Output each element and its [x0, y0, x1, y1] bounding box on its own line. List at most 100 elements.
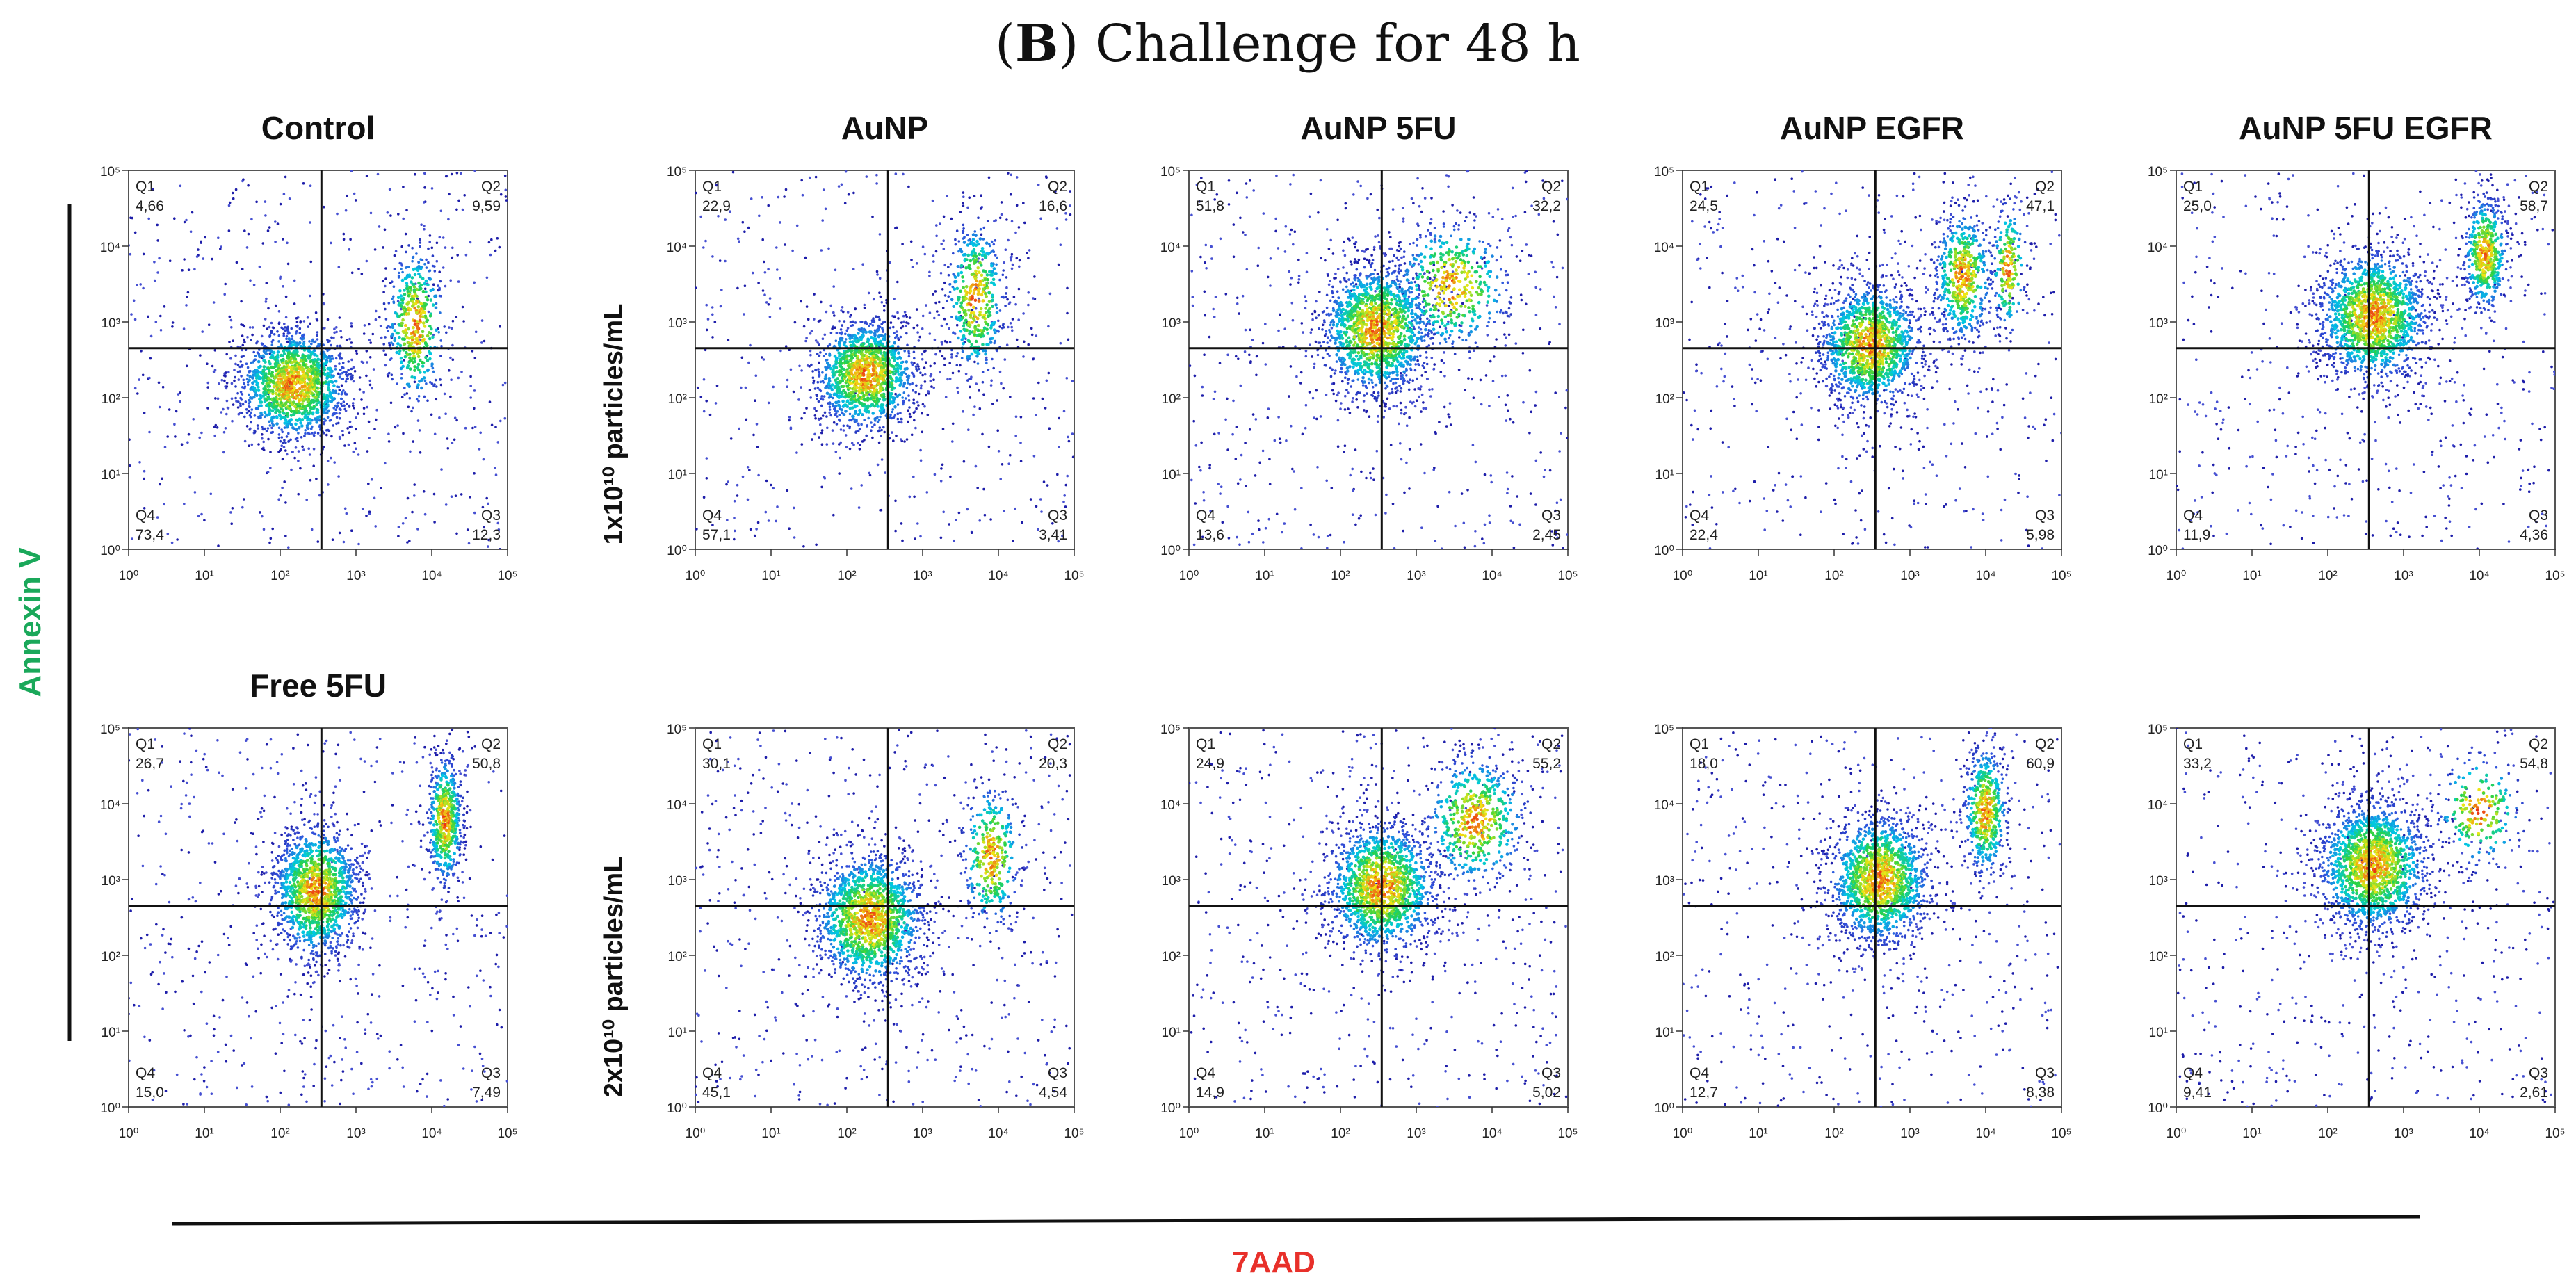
- event-point: [483, 339, 486, 343]
- event-point: [779, 277, 781, 280]
- event-point: [809, 349, 812, 353]
- event-point: [409, 286, 412, 289]
- event-point: [1015, 176, 1019, 179]
- event-point: [905, 321, 908, 324]
- event-point: [240, 375, 243, 378]
- event-point: [809, 353, 812, 357]
- event-point: [300, 424, 304, 428]
- event-point: [138, 378, 140, 381]
- event-point: [213, 426, 216, 428]
- event-point: [987, 369, 990, 371]
- event-point: [981, 316, 985, 319]
- event-point: [884, 414, 887, 417]
- event-point: [982, 284, 986, 287]
- event-point: [348, 426, 352, 428]
- event-point: [909, 382, 912, 386]
- event-point: [939, 371, 941, 374]
- event-point: [973, 325, 977, 329]
- event-point: [247, 184, 250, 187]
- event-point: [350, 170, 353, 172]
- event-point: [740, 386, 743, 389]
- event-point: [402, 296, 405, 300]
- event-point: [325, 429, 328, 432]
- event-point: [259, 404, 263, 407]
- event-point: [990, 379, 993, 382]
- event-point: [964, 285, 969, 289]
- event-point: [895, 434, 898, 437]
- event-point: [920, 384, 923, 387]
- event-point: [1539, 327, 1542, 330]
- event-point: [1471, 444, 1475, 446]
- event-point: [387, 330, 390, 332]
- event-point: [978, 310, 982, 314]
- event-point: [469, 396, 472, 399]
- event-point: [283, 439, 286, 442]
- event-point: [282, 411, 285, 415]
- event-point: [994, 239, 997, 242]
- event-point: [295, 371, 299, 374]
- event-point: [978, 333, 981, 337]
- event-point: [957, 369, 961, 373]
- event-point: [413, 365, 416, 369]
- event-point: [899, 412, 902, 414]
- event-point: [1554, 391, 1557, 394]
- event-point: [809, 332, 812, 335]
- event-point: [890, 353, 893, 357]
- event-point: [332, 424, 335, 427]
- event-point: [977, 242, 980, 246]
- event-point: [240, 323, 243, 326]
- event-point: [451, 358, 455, 361]
- event-point: [1555, 530, 1558, 533]
- event-point: [401, 270, 404, 274]
- event-point: [339, 373, 342, 376]
- event-point: [964, 318, 968, 323]
- event-point: [956, 386, 959, 389]
- event-point: [267, 307, 270, 310]
- event-point: [1019, 416, 1023, 419]
- event-point: [928, 270, 931, 274]
- event-point: [344, 209, 348, 212]
- event-point: [494, 473, 498, 476]
- event-point: [403, 337, 406, 341]
- event-point: [413, 375, 416, 380]
- event-point: [837, 403, 841, 407]
- event-point: [206, 407, 209, 410]
- event-point: [777, 195, 780, 199]
- event-point: [841, 306, 844, 309]
- event-point: [1005, 286, 1008, 289]
- event-point: [474, 330, 478, 334]
- event-point: [276, 330, 279, 333]
- event-point: [248, 400, 252, 403]
- event-point: [325, 355, 328, 359]
- event-point: [932, 386, 935, 389]
- event-point: [234, 385, 237, 388]
- event-point: [990, 240, 994, 243]
- event-point: [292, 400, 295, 404]
- event-point: [175, 410, 178, 413]
- event-point: [891, 356, 895, 359]
- event-point: [750, 197, 753, 200]
- event-point: [1326, 535, 1329, 537]
- event-point: [931, 199, 934, 202]
- event-point: [267, 437, 270, 441]
- event-point: [294, 446, 298, 449]
- event-point: [201, 330, 204, 333]
- event-point: [314, 399, 318, 403]
- event-point: [885, 298, 888, 302]
- event-point: [341, 371, 344, 375]
- event-point: [989, 518, 992, 521]
- event-point: [322, 357, 326, 360]
- event-point: [264, 379, 268, 383]
- event-point: [348, 420, 352, 423]
- y-tick-label: 10⁵: [100, 165, 120, 179]
- event-point: [327, 382, 331, 387]
- event-point: [230, 522, 234, 525]
- event-point: [889, 321, 893, 324]
- event-point: [1530, 410, 1533, 414]
- event-point: [396, 296, 400, 300]
- event-point: [129, 252, 132, 256]
- event-point: [439, 339, 442, 342]
- event-point: [394, 250, 398, 253]
- event-point: [959, 264, 964, 268]
- event-point: [451, 442, 454, 444]
